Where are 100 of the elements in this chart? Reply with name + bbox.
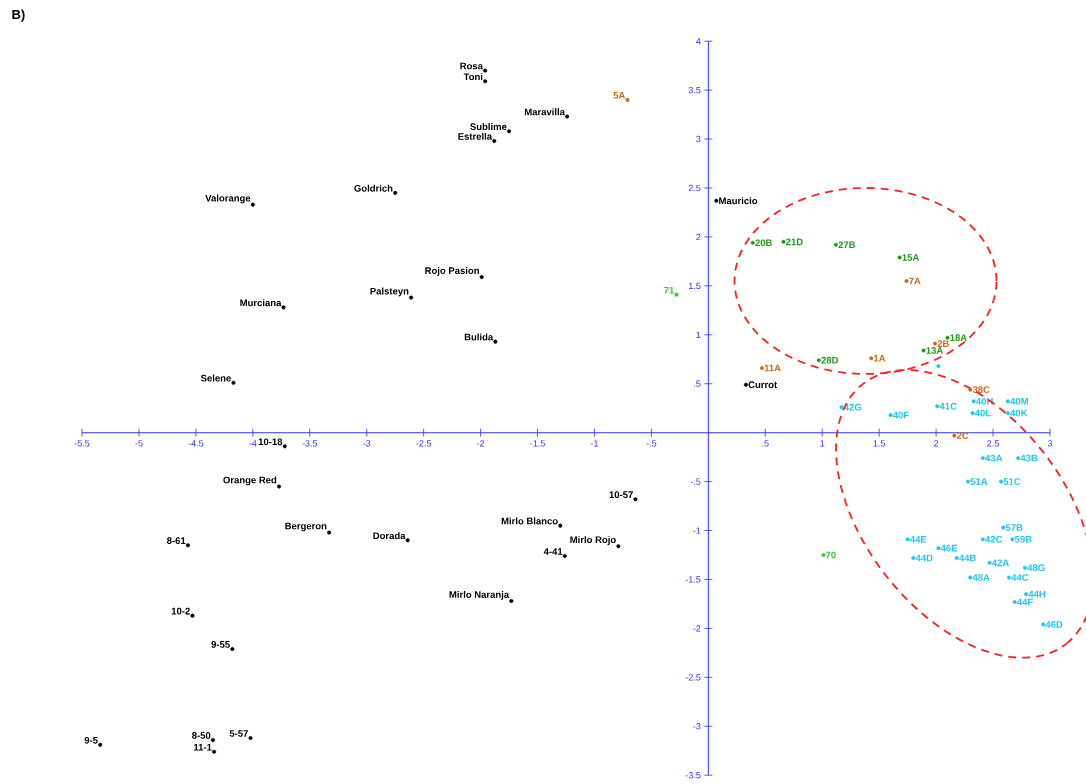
point (409, 295, 414, 300)
x-tick-label: 3 (1047, 440, 1053, 447)
point (904, 278, 909, 283)
x-tick-label: -5 (135, 440, 143, 447)
annotation: 42G (843, 403, 862, 411)
annotation: 42A (991, 559, 1010, 567)
x-tick-label: -3 (363, 440, 371, 447)
point (869, 356, 874, 361)
point (1005, 399, 1010, 404)
annotation: 48A (972, 574, 990, 581)
point (633, 497, 638, 502)
y-tick-label: 2.5 (688, 184, 701, 192)
point (1010, 537, 1015, 542)
x-tick-label: -3.5 (302, 440, 318, 447)
point (479, 275, 484, 280)
point (743, 382, 748, 387)
point (980, 456, 985, 461)
annotation: Mirlo Rojo (570, 536, 616, 545)
annotation: 9-5 (84, 736, 98, 744)
point (493, 339, 498, 344)
y-tick-label: -2 (693, 625, 701, 632)
annotation: 20B (755, 239, 772, 247)
annotation: 38C (972, 386, 990, 393)
point (954, 555, 959, 560)
x-tick-label: -1.5 (530, 440, 545, 447)
point (281, 305, 286, 310)
point (970, 411, 975, 416)
point (1012, 599, 1017, 604)
point (250, 202, 255, 207)
point (987, 560, 992, 565)
annotation: 10-18 (258, 438, 283, 446)
annotation: 13A (926, 347, 943, 354)
annotation: 40F (892, 411, 909, 419)
point (616, 544, 621, 549)
annotation: 40M (1010, 397, 1028, 405)
point (492, 139, 497, 144)
point (966, 479, 970, 484)
annotation: 46D (1045, 621, 1063, 628)
point (839, 405, 844, 410)
annotation: Maravilla (524, 108, 565, 116)
point (1007, 575, 1011, 580)
y-tick-label: 2 (696, 233, 701, 241)
point (565, 114, 570, 119)
annotation: Mauricio (719, 197, 758, 205)
point (483, 79, 488, 84)
annotation: 70 (825, 551, 836, 559)
x-tick-label: -5.5 (74, 440, 90, 447)
point (971, 399, 976, 404)
annotation: Orange Red (223, 476, 277, 486)
annotation: 41C (939, 402, 957, 410)
annotation: 5A (613, 92, 626, 99)
point (905, 537, 910, 542)
annotation: 18A (950, 334, 967, 342)
annotation: 44D (915, 554, 933, 562)
y-tick-label: 1.5 (689, 282, 701, 289)
point (190, 613, 195, 618)
annotation: Currot (748, 381, 778, 389)
annotation: Dorada (373, 532, 406, 540)
annotation: 8-61 (166, 537, 186, 545)
point (921, 348, 926, 353)
point (781, 239, 786, 244)
annotation: 40L (974, 409, 991, 417)
annotation: 51A (970, 478, 988, 485)
annotation: Estrella (458, 132, 493, 140)
y-tick-label: -1.5 (685, 576, 701, 583)
point (277, 484, 282, 489)
annotation: 44E (909, 536, 927, 543)
annotation: 2C (956, 432, 969, 439)
point (945, 335, 950, 340)
point (1022, 565, 1027, 570)
point (821, 552, 826, 557)
annotation: 48G (1027, 564, 1045, 572)
annotation: 11A (764, 364, 781, 372)
y-tick-label: .5 (694, 380, 701, 387)
y-tick-label: 3 (696, 135, 701, 143)
point (625, 97, 630, 102)
x-tick-label: -4 (249, 440, 257, 447)
annotation: Mirlo Naranja (449, 590, 510, 600)
annotation: Goldrich (354, 184, 393, 192)
point (1005, 411, 1010, 416)
point (483, 68, 488, 73)
annotation: 8-50 (192, 732, 211, 739)
annotation: Rojo Pasion (425, 266, 479, 276)
point (714, 198, 719, 203)
annotation: 1A (874, 355, 886, 362)
annotation: Murciana (240, 299, 282, 307)
annotation: 43B (1020, 454, 1038, 462)
annotation: 27B (838, 241, 856, 249)
y-tick-label: -3 (693, 723, 701, 730)
annotation: 15A (902, 254, 920, 261)
annotation: 57B (1005, 524, 1023, 531)
annotation: 51C (1003, 478, 1021, 485)
x-tick-label: -2 (476, 440, 485, 447)
point (405, 538, 410, 543)
annotation: Rosa (460, 62, 483, 70)
annotation: Bergeron (285, 522, 327, 532)
point (185, 543, 190, 548)
point (952, 433, 957, 438)
y-tick-label: -2.5 (685, 674, 701, 681)
x-tick-label: -.5 (646, 440, 657, 447)
